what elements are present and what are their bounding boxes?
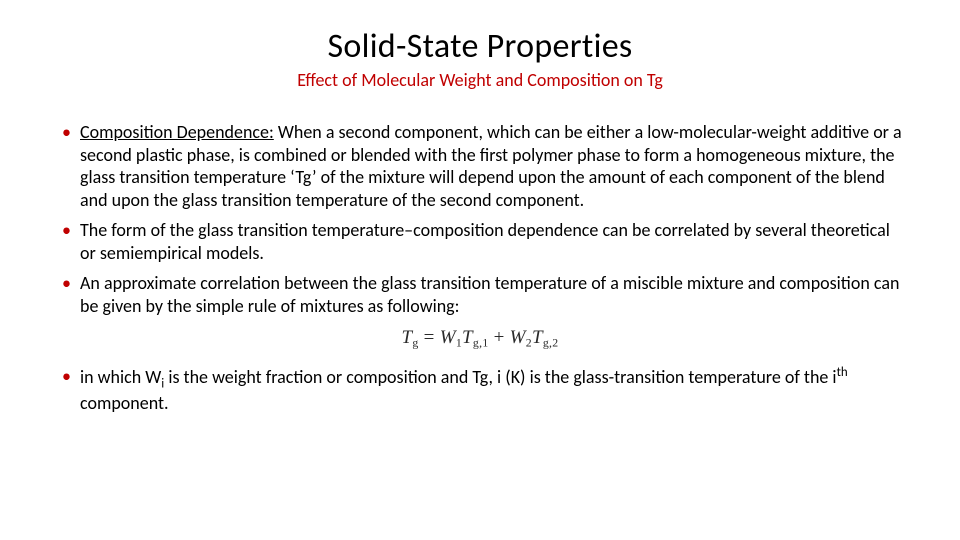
eq-W1: W [440, 327, 456, 348]
bullet-item: in which Wi is the weight fraction or co… [56, 365, 904, 415]
bullet-text-pre: in which W [80, 366, 161, 388]
slide-title: Solid-State Properties [56, 26, 904, 67]
eq-eq: = [419, 327, 440, 348]
bullet-text: An approximate correlation between the g… [80, 272, 899, 317]
bullet-item: Composition Dependence: When a second co… [56, 121, 904, 211]
equation: Tg = W1Tg,1 + W2Tg,2 [402, 327, 559, 351]
eq-T2-sub: g,2 [543, 337, 559, 350]
superscript-th: th [837, 365, 848, 380]
bullet-list-2: in which Wi is the weight fraction or co… [56, 365, 904, 415]
eq-plus: + [489, 327, 510, 348]
eq-lhs-T: T [402, 327, 413, 348]
bullet-text-mid: is the weight fraction or composition an… [164, 366, 836, 388]
equation-block: Tg = W1Tg,1 + W2Tg,2 [56, 327, 904, 351]
bullet-item: The form of the glass transition tempera… [56, 219, 904, 264]
eq-T1: T [462, 327, 473, 348]
bullet-text-post: component. [80, 392, 169, 414]
bullet-headword: Composition Dependence: [80, 121, 274, 143]
eq-T1-sub: g,1 [473, 337, 489, 350]
bullet-item: An approximate correlation between the g… [56, 272, 904, 317]
eq-T2: T [532, 327, 543, 348]
slide-subtitle: Effect of Molecular Weight and Compositi… [56, 69, 904, 91]
slide: Solid-State Properties Effect of Molecul… [0, 0, 960, 540]
bullet-list: Composition Dependence: When a second co… [56, 121, 904, 317]
bullet-text: The form of the glass transition tempera… [80, 219, 890, 264]
eq-W2: W [510, 327, 526, 348]
